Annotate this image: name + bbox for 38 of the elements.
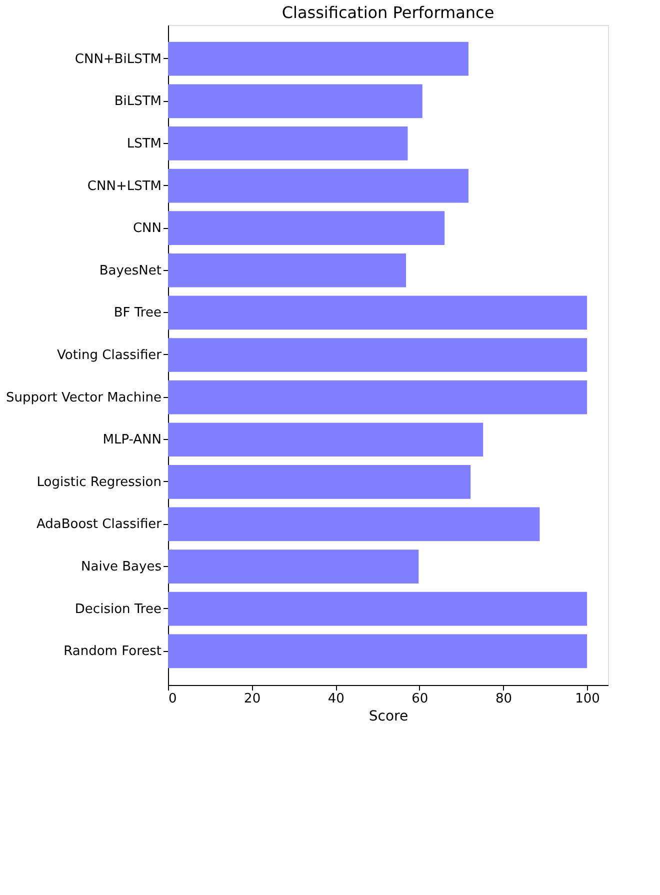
bar <box>168 168 468 203</box>
y-tick-label: BF Tree <box>114 306 162 321</box>
bar <box>168 550 419 584</box>
chart-title: Classification Performance <box>282 3 494 22</box>
bar <box>168 296 588 330</box>
y-tick-label: AdaBoost Classifier <box>36 517 162 532</box>
y-tick-label: BayesNet <box>99 263 162 278</box>
bar <box>168 42 468 76</box>
y-tick-label: LSTM <box>126 136 162 152</box>
bar <box>168 465 471 499</box>
x-tick-label: 100 <box>575 692 600 706</box>
y-tick-label: Decision Tree <box>74 602 162 617</box>
y-tick-label: CNN+LSTM <box>87 178 162 194</box>
y-tick-label: Support Vector Machine <box>6 390 162 406</box>
x-tick-label: 80 <box>495 692 512 706</box>
bar <box>168 253 406 288</box>
bar <box>168 592 588 626</box>
y-tick-label: Logistic Regression <box>36 474 162 490</box>
x-tick-label: 20 <box>244 692 261 706</box>
y-tick-label: BiLSTM <box>114 94 162 110</box>
y-tick-label: MLP-ANN <box>102 432 162 448</box>
bar <box>168 211 445 245</box>
y-tick-label: CNN <box>132 221 162 236</box>
x-tick-label: 60 <box>412 692 428 706</box>
bar <box>168 338 588 372</box>
y-tick-label: Random Forest <box>64 644 162 660</box>
y-tick-label: Voting Classifier <box>56 348 162 363</box>
y-tick-label: Naive Bayes <box>81 560 162 575</box>
x-axis-title: Score <box>368 708 408 724</box>
bar <box>168 634 588 668</box>
x-tick-label: 40 <box>328 692 344 706</box>
bar <box>168 507 540 542</box>
bar <box>168 422 484 457</box>
bar <box>168 380 588 414</box>
bar <box>168 84 422 118</box>
bar <box>168 126 408 160</box>
y-tick-label: CNN+BiLSTM <box>74 52 162 67</box>
x-tick-label: 0 <box>168 692 177 706</box>
